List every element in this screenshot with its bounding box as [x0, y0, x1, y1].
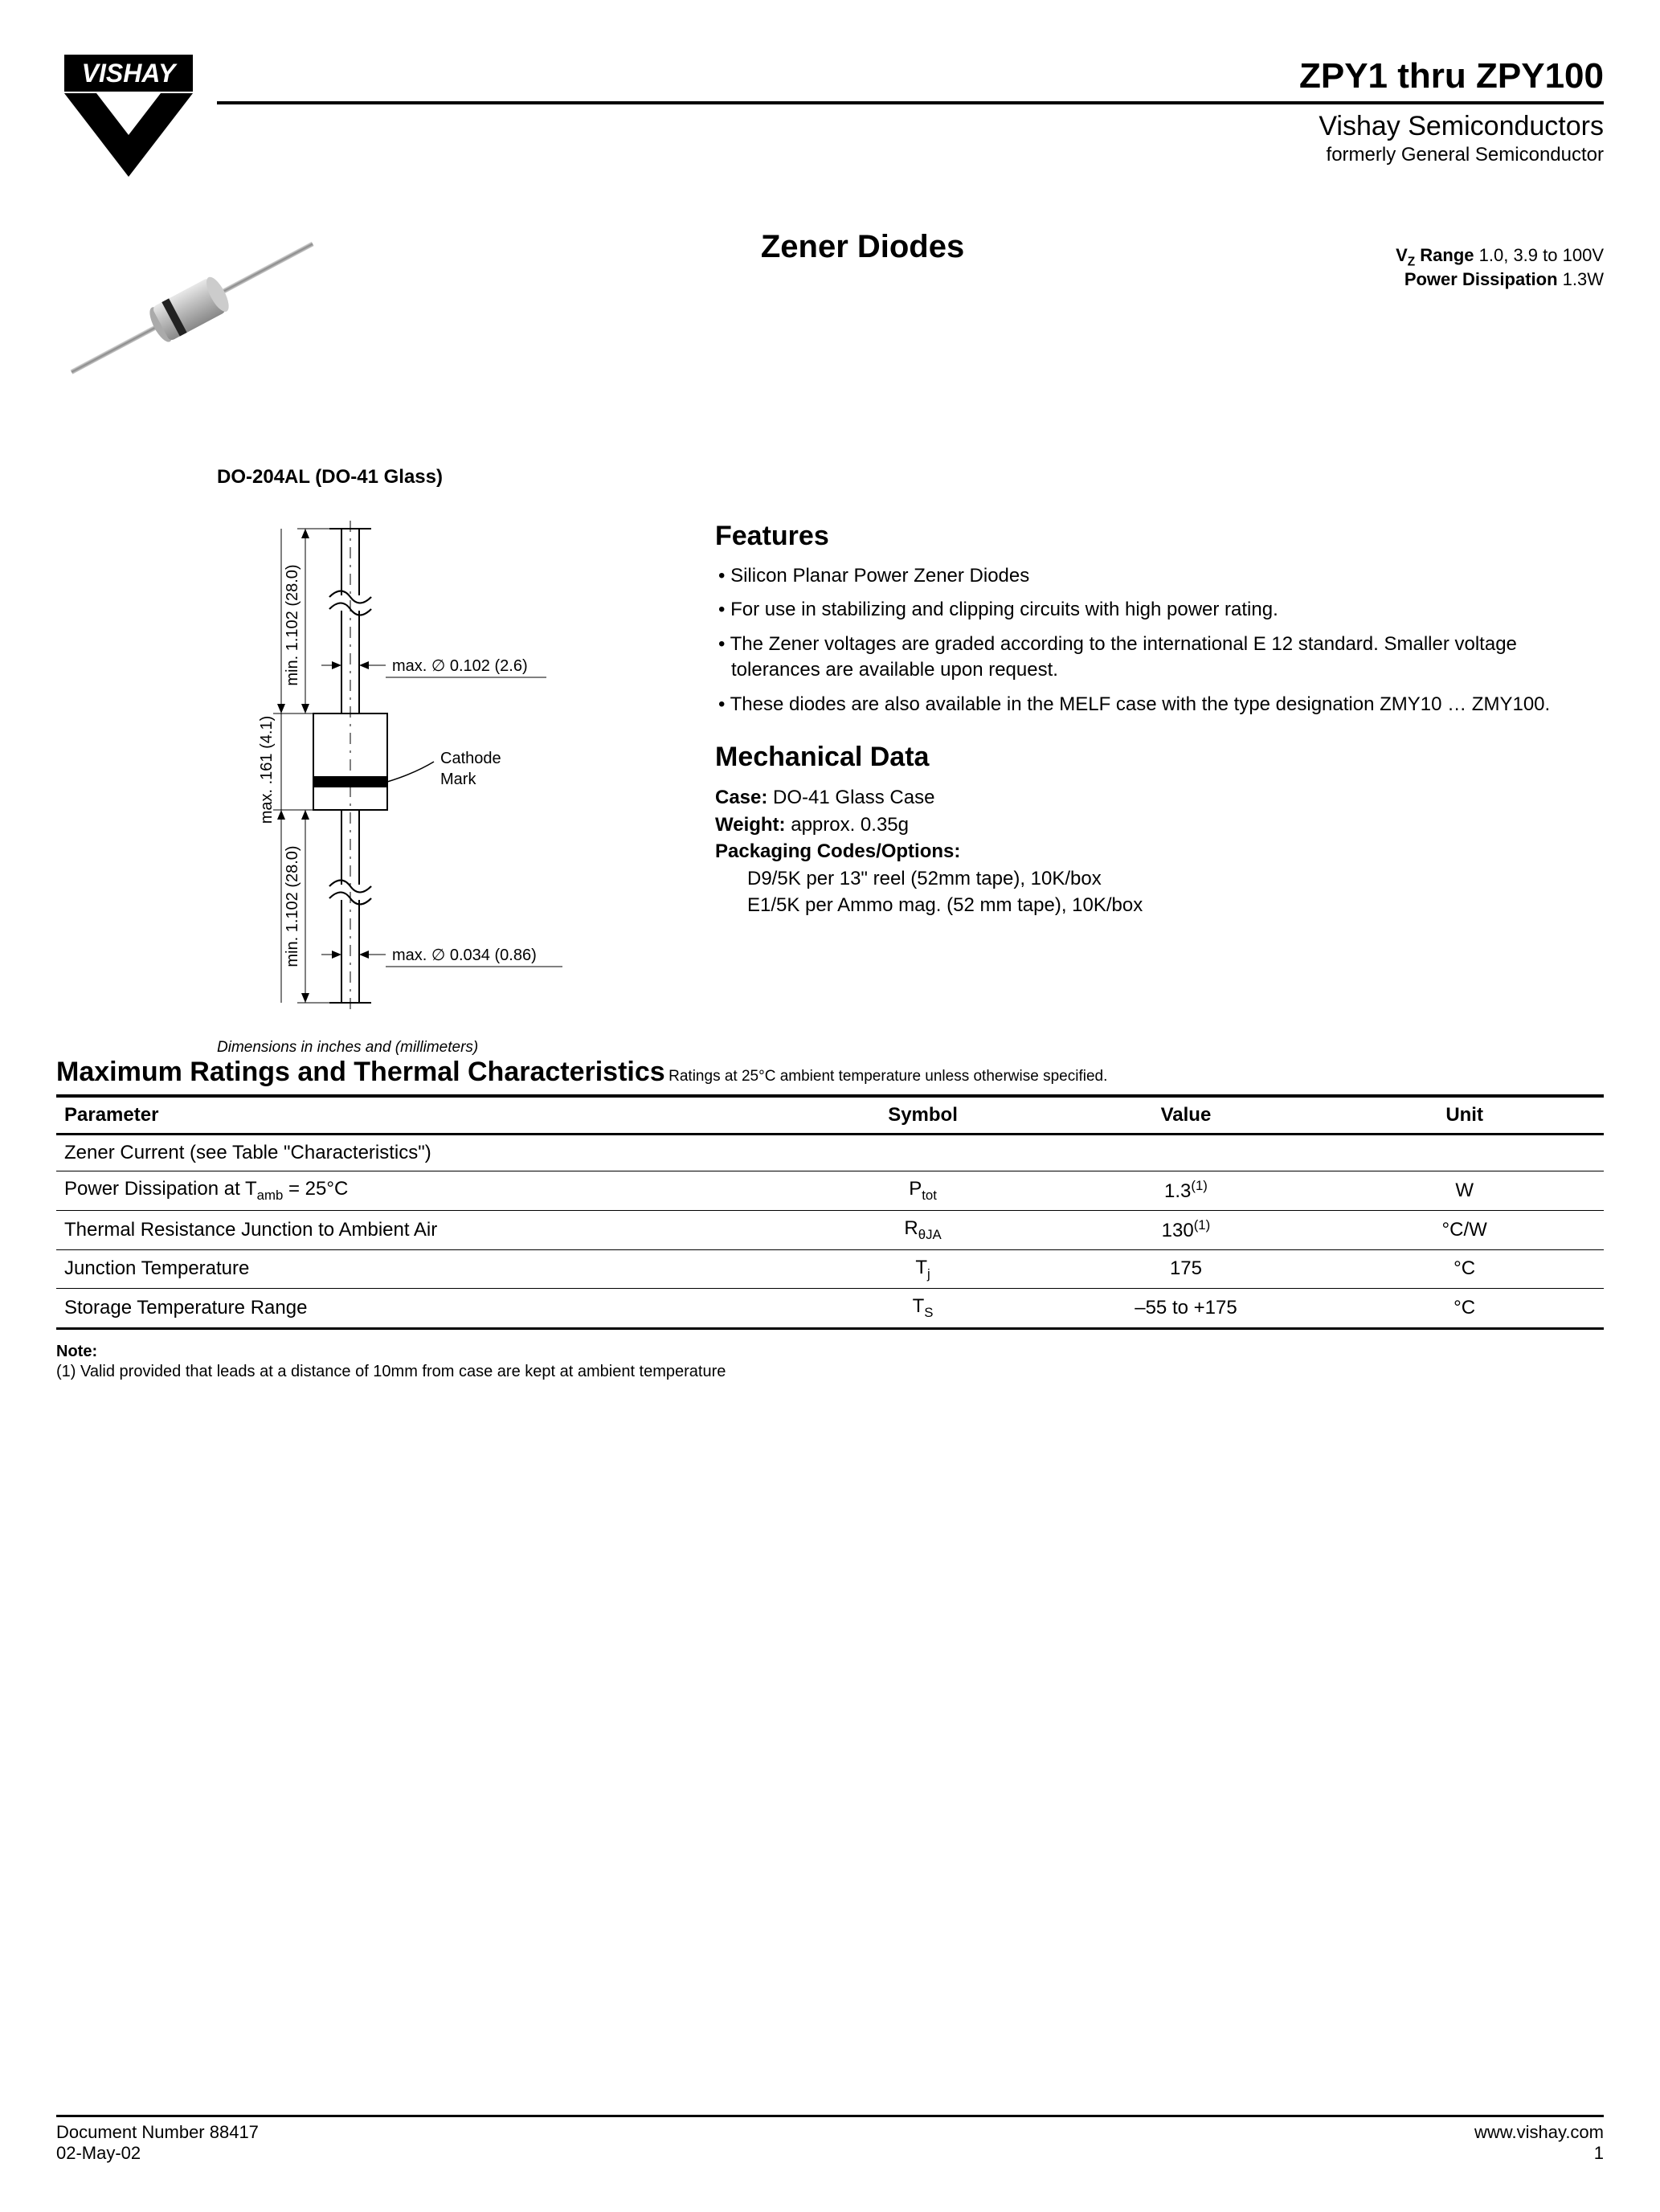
ratings-heading: Maximum Ratings and Thermal Characterist… — [56, 1057, 665, 1087]
features-heading: Features — [715, 521, 1604, 552]
svg-text:max. ∅ 0.034 (0.86): max. ∅ 0.034 (0.86) — [392, 947, 537, 964]
table-row: Thermal Resistance Junction to Ambient A… — [56, 1210, 1604, 1249]
table-header: Parameter — [56, 1098, 799, 1135]
page-number: 1 — [1474, 2143, 1604, 2164]
title-row: Zener Diodes VZ Range 1.0, 3.9 to 100V P… — [56, 205, 1604, 418]
vishay-logo: VISHAY — [56, 48, 201, 189]
mechanical-heading: Mechanical Data — [715, 742, 1604, 773]
svg-text:VISHAY: VISHAY — [82, 59, 178, 88]
table-row: Junction TemperatureTj175°C — [56, 1249, 1604, 1289]
footer-url: www.vishay.com — [1474, 2122, 1604, 2143]
note-heading: Note: — [56, 1343, 1604, 1361]
product-title: Zener Diodes — [329, 229, 1396, 418]
doc-number: Document Number 88417 — [56, 2122, 259, 2143]
page-footer: Document Number 88417 02-May-02 www.vish… — [56, 2115, 1604, 2164]
packaging-label: Packaging Codes/Options: — [715, 838, 1604, 865]
company-formerly: formerly General Semiconductor — [217, 144, 1604, 166]
table-row: Zener Current (see Table "Characteristic… — [56, 1135, 1604, 1171]
package-diagram: max. .161 (4.1) min. 1.102 (28.0) min. 1… — [56, 505, 667, 1057]
table-row: Storage Temperature RangeTS–55 to +175°C — [56, 1289, 1604, 1329]
key-specs: VZ Range 1.0, 3.9 to 100V Power Dissipat… — [1396, 245, 1604, 418]
feature-item: The Zener voltages are graded according … — [715, 632, 1604, 684]
weight-line: Weight: approx. 0.35g — [715, 812, 1604, 839]
svg-text:min. 1.102 (28.0): min. 1.102 (28.0) — [284, 845, 301, 967]
table-header: Symbol — [799, 1098, 1046, 1135]
table-row: Power Dissipation at Tamb = 25°CPtot1.3(… — [56, 1171, 1604, 1211]
doc-date: 02-May-02 — [56, 2143, 259, 2164]
ratings-table: Parameter Symbol Value Unit Zener Curren… — [56, 1098, 1604, 1330]
table-header: Value — [1047, 1098, 1326, 1135]
feature-item: These diodes are also available in the M… — [715, 692, 1604, 718]
note-text: (1) Valid provided that leads at a dista… — [56, 1363, 1604, 1381]
svg-text:max. .161 (4.1): max. .161 (4.1) — [258, 716, 276, 824]
feature-item: For use in stabilizing and clipping circ… — [715, 597, 1604, 623]
ratings-section: Maximum Ratings and Thermal Characterist… — [56, 1057, 1604, 1381]
feature-item: Silicon Planar Power Zener Diodes — [715, 563, 1604, 589]
svg-text:Cathode: Cathode — [440, 750, 501, 767]
packaging-line: D9/5K per 13" reel (52mm tape), 10K/box — [715, 865, 1604, 893]
package-label: DO-204AL (DO-41 Glass) — [217, 466, 1604, 489]
part-range-title: ZPY1 thru ZPY100 — [217, 56, 1604, 104]
ratings-subheading: Ratings at 25°C ambient temperature unle… — [668, 1068, 1107, 1085]
company-name: Vishay Semiconductors — [217, 111, 1604, 142]
header: VISHAY ZPY1 thru ZPY100 Vishay Semicondu… — [56, 48, 1604, 189]
packaging-line: E1/5K per Ammo mag. (52 mm tape), 10K/bo… — [715, 892, 1604, 919]
svg-text:min. 1.102 (28.0): min. 1.102 (28.0) — [284, 564, 301, 685]
features-list: Silicon Planar Power Zener Diodes For us… — [715, 563, 1604, 718]
diode-photo — [56, 205, 329, 418]
svg-text:Mark: Mark — [440, 771, 476, 788]
svg-text:max. ∅ 0.102 (2.6): max. ∅ 0.102 (2.6) — [392, 657, 528, 675]
table-header: Unit — [1325, 1098, 1604, 1135]
dimension-note: Dimensions in inches and (millimeters) — [217, 1039, 667, 1057]
case-line: Case: DO-41 Glass Case — [715, 784, 1604, 812]
